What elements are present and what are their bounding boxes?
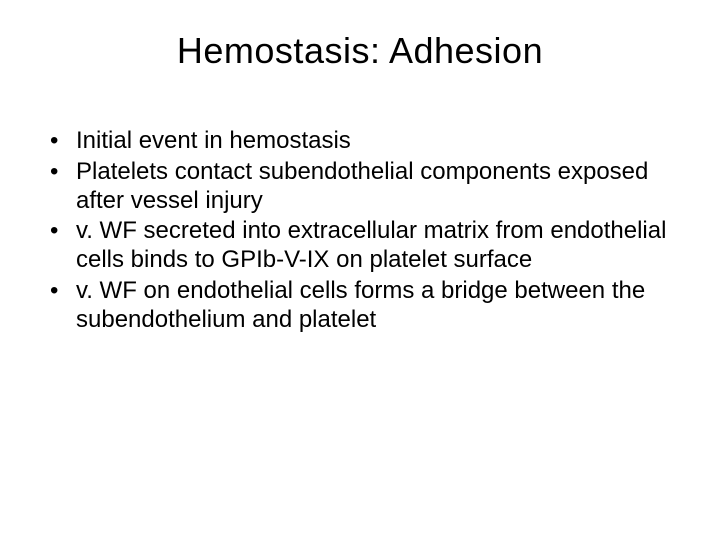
list-item: Initial event in hemostasis bbox=[50, 127, 680, 156]
slide-title: Hemostasis: Adhesion bbox=[40, 30, 680, 72]
slide: Hemostasis: Adhesion Initial event in he… bbox=[0, 0, 720, 540]
bullet-list: Initial event in hemostasis Platelets co… bbox=[50, 127, 680, 335]
list-item: v. WF on endothelial cells forms a bridg… bbox=[50, 277, 680, 335]
list-item: v. WF secreted into extracellular matrix… bbox=[50, 217, 680, 275]
list-item: Platelets contact subendothelial compone… bbox=[50, 158, 680, 216]
